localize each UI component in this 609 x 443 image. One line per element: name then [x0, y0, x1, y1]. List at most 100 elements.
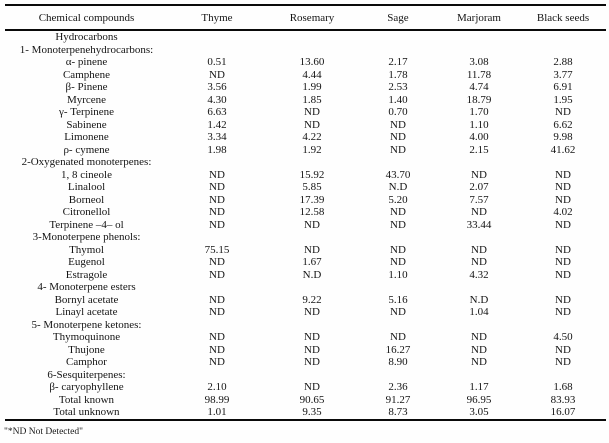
value-cell: ND — [471, 331, 487, 343]
value-cell — [168, 319, 266, 332]
section-row: 5- Monoterpene ketones: — [5, 319, 606, 332]
value-cell: 90.65 — [299, 393, 325, 406]
value-cell: 2.53 — [388, 81, 408, 93]
value-cell — [438, 156, 520, 169]
compound-row: Linalool ND 5.85 N.D 2.07 ND — [5, 181, 606, 194]
value-cell: ND — [390, 331, 406, 343]
value-cell: ND — [471, 243, 487, 256]
value-cell: ND — [209, 256, 225, 268]
compound-row: β- caryophyllene 2.10 ND 2.36 1.17 1.68 — [5, 381, 606, 394]
compound-label: Linayl acetate — [55, 306, 118, 318]
compound-row: Terpinene –4– ol ND ND ND 33.44 ND — [5, 219, 606, 232]
value-cell: ND — [555, 256, 571, 268]
compound-row: α- pinene 0.51 13.60 2.17 3.08 2.88 — [5, 56, 606, 69]
value-cell: ND — [209, 68, 225, 81]
compound-row: 1, 8 cineole ND 15.92 43.70 ND ND — [5, 169, 606, 182]
value-cell: 33.44 — [466, 218, 492, 231]
value-cell: 2.15 — [469, 143, 489, 156]
value-cell — [520, 44, 606, 57]
column-header-marjoram: Marjoram — [438, 5, 520, 31]
value-cell: N.D — [302, 268, 322, 281]
value-cell — [266, 30, 358, 44]
value-cell: ND — [304, 118, 320, 131]
value-cell: N.D — [469, 293, 489, 306]
value-cell: ND — [304, 106, 320, 118]
value-cell: ND — [555, 306, 571, 318]
value-cell — [438, 281, 520, 294]
compound-row: Borneol ND 17.39 5.20 7.57 ND — [5, 194, 606, 207]
value-cell: 5.20 — [388, 193, 408, 206]
value-cell: ND — [209, 293, 225, 306]
compound-row: Thujone ND ND 16.27 ND ND — [5, 344, 606, 357]
value-cell: 1.68 — [553, 381, 573, 393]
value-cell: 0.70 — [388, 106, 408, 118]
value-cell: 17.39 — [299, 193, 325, 206]
compound-row: Myrcene 4.30 1.85 1.40 18.79 1.95 — [5, 94, 606, 107]
value-cell: ND — [555, 243, 571, 256]
column-header-sage: Sage — [358, 5, 438, 31]
section-row: 1- Monoterpenehydrocarbons: — [5, 44, 606, 57]
value-cell: 1.98 — [207, 143, 227, 156]
value-cell: 3.56 — [207, 81, 227, 93]
value-cell: ND — [304, 243, 320, 256]
value-cell: 6.62 — [553, 118, 573, 131]
compound-label: α- pinene — [65, 56, 108, 68]
section-label: 1- Monoterpenehydrocarbons: — [19, 43, 154, 56]
value-cell: 3.08 — [469, 56, 489, 68]
column-header-thyme: Thyme — [168, 5, 266, 31]
value-cell: 1.10 — [469, 118, 489, 131]
value-cell: 96.95 — [466, 393, 492, 406]
value-cell: 2.10 — [207, 381, 227, 393]
compound-row: Camphor ND ND 8.90 ND ND — [5, 356, 606, 369]
compound-label: γ- Terpinene — [58, 106, 115, 118]
compound-row: Eugenol ND 1.67 ND ND ND — [5, 256, 606, 269]
value-cell — [358, 156, 438, 169]
compound-label: Terpinene –4– ol — [49, 218, 124, 231]
value-cell: 1.92 — [302, 143, 322, 156]
value-cell: 4.22 — [302, 131, 322, 143]
value-cell: ND — [390, 206, 406, 218]
value-cell: 0.51 — [207, 56, 227, 68]
value-cell: 1.10 — [388, 268, 408, 281]
section-row: 4- Monoterpene esters — [5, 281, 606, 294]
section-label: Hydrocarbons — [55, 31, 118, 43]
value-cell — [168, 44, 266, 57]
value-cell — [358, 44, 438, 57]
value-cell: ND — [471, 168, 487, 181]
value-cell: ND — [390, 306, 406, 318]
value-cell — [266, 369, 358, 382]
value-cell: 3.77 — [553, 68, 573, 81]
value-cell: 2.88 — [553, 56, 573, 68]
compound-label: Limonene — [64, 131, 109, 143]
section-label: 3-Monoterpene phenols: — [32, 231, 141, 243]
compound-label: Camphene — [62, 68, 111, 81]
section-row: 3-Monoterpene phenols: — [5, 231, 606, 244]
value-cell: 9.22 — [302, 293, 322, 306]
value-cell: 11.78 — [466, 68, 492, 81]
value-cell — [358, 231, 438, 244]
value-cell — [266, 44, 358, 57]
value-cell: 1.04 — [469, 306, 489, 318]
column-header-rosemary: Rosemary — [266, 5, 358, 31]
value-cell — [520, 156, 606, 169]
table-header: Chemical compounds Thyme Rosemary Sage M… — [5, 5, 606, 31]
value-cell: 1.95 — [553, 93, 573, 106]
value-cell — [266, 231, 358, 244]
value-cell: 1.40 — [388, 93, 408, 106]
value-cell: ND — [555, 356, 571, 368]
value-cell — [358, 369, 438, 382]
value-cell: 7.57 — [469, 193, 489, 206]
value-cell: ND — [209, 306, 225, 318]
section-label: 6-Sesquiterpenes: — [47, 368, 126, 381]
header-row: Chemical compounds Thyme Rosemary Sage M… — [5, 5, 606, 31]
value-cell — [358, 30, 438, 44]
value-cell: ND — [390, 143, 406, 156]
value-cell: ND — [555, 218, 571, 231]
value-cell — [168, 30, 266, 44]
value-cell: 1.42 — [207, 118, 227, 131]
value-cell: ND — [304, 343, 320, 356]
section-row: 2-Oxygenated monoterpenes: — [5, 156, 606, 169]
value-cell: ND — [209, 168, 225, 181]
section-row: 6-Sesquiterpenes: — [5, 369, 606, 382]
